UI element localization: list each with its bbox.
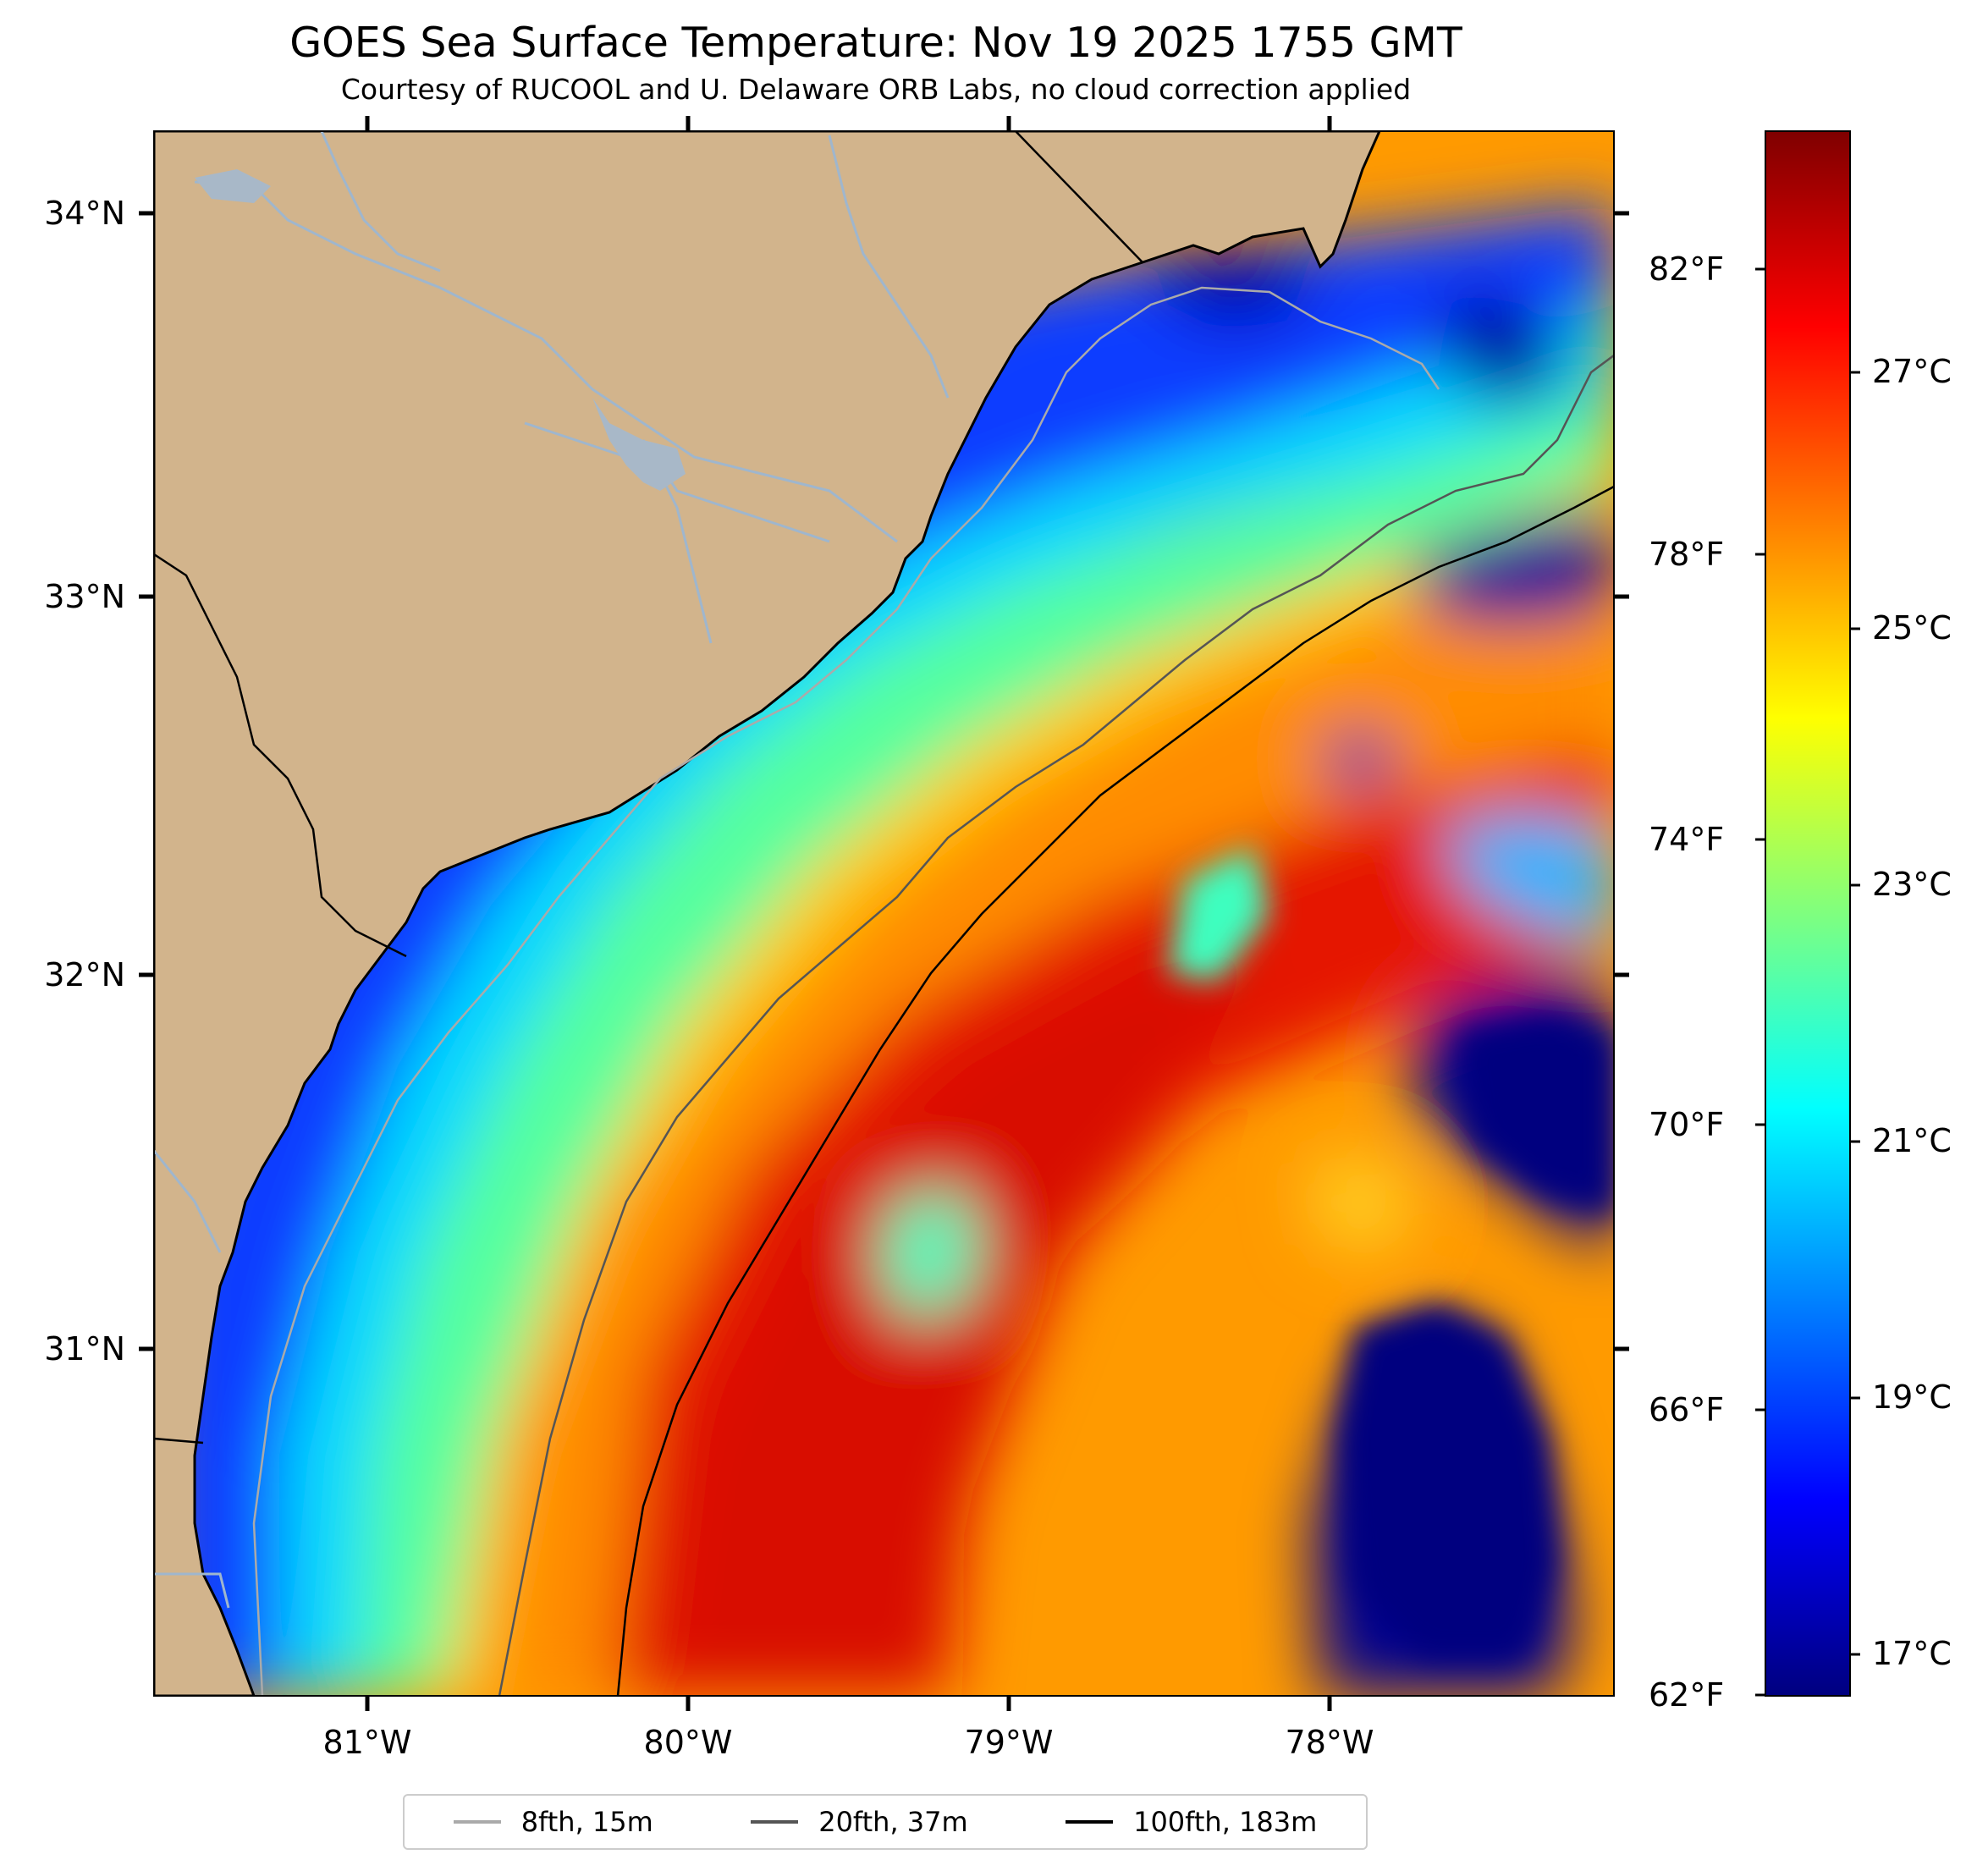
bathymetry-contours — [252, 286, 1614, 1696]
lat-ticks — [139, 211, 1629, 1351]
map-frame — [153, 130, 1615, 1697]
fahrenheit-label-78: 78°F — [1649, 536, 1724, 573]
fahrenheit-label-70: 70°F — [1649, 1106, 1724, 1143]
celsius-label-17: 17°C — [1872, 1635, 1952, 1672]
fahrenheit-label-66: 66°F — [1649, 1391, 1724, 1428]
land-area — [154, 131, 1381, 1696]
celsius-label-27: 27°C — [1872, 353, 1952, 390]
sst-fine-features — [1168, 846, 1614, 1659]
lake-marion — [592, 398, 686, 491]
legend-swatch-20fth — [751, 1820, 799, 1824]
celsius-label-23: 23°C — [1872, 866, 1952, 903]
colorbar — [1765, 130, 1851, 1697]
lon-label-78w: 78°W — [1286, 1724, 1374, 1761]
contour-legend: 8fth, 15m 20fth, 37m 100fth, 183m — [403, 1794, 1368, 1850]
lon-label-81w: 81°W — [323, 1724, 412, 1761]
fahrenheit-label-74: 74°F — [1649, 821, 1724, 858]
contour-100fth — [616, 485, 1614, 1696]
map-title: GOES Sea Surface Temperature: Nov 19 202… — [289, 19, 1462, 67]
legend-item-100fth: 100fth, 183m — [1066, 1806, 1317, 1838]
lake — [195, 169, 271, 203]
celsius-label-21: 21°C — [1872, 1122, 1952, 1159]
lat-label-32n: 32°N — [44, 956, 125, 993]
celsius-label-25: 25°C — [1872, 609, 1952, 647]
legend-label-20fth: 20fth, 37m — [818, 1806, 968, 1838]
contour-8fth — [252, 286, 1440, 1696]
legend-swatch-100fth — [1066, 1820, 1114, 1824]
legend-item-20fth: 20fth, 37m — [751, 1806, 968, 1838]
lat-label-31n: 31°N — [44, 1330, 125, 1367]
map-area — [154, 131, 1614, 1696]
fahrenheit-label-62: 62°F — [1649, 1676, 1724, 1714]
celsius-ticks — [1850, 371, 1860, 1656]
lon-label-80w: 80°W — [644, 1724, 733, 1761]
lon-label-79w: 79°W — [965, 1724, 1054, 1761]
state-boundaries — [154, 131, 1143, 1445]
legend-label-100fth: 100fth, 183m — [1133, 1806, 1318, 1838]
celsius-label-19: 19°C — [1872, 1378, 1952, 1416]
lat-label-33n: 33°N — [44, 578, 125, 615]
legend-label-8fth: 8fth, 15m — [520, 1806, 653, 1838]
lat-label-34n: 34°N — [44, 195, 125, 232]
contour-20fth — [498, 354, 1614, 1696]
fahrenheit-label-82: 82°F — [1649, 250, 1724, 288]
legend-item-8fth: 8fth, 15m — [453, 1806, 653, 1838]
map-subtitle: Courtesy of RUCOOL and U. Delaware ORB L… — [340, 73, 1412, 106]
lon-ticks — [365, 116, 1332, 1711]
fahrenheit-ticks — [1755, 267, 1765, 1697]
legend-swatch-8fth — [453, 1820, 501, 1824]
